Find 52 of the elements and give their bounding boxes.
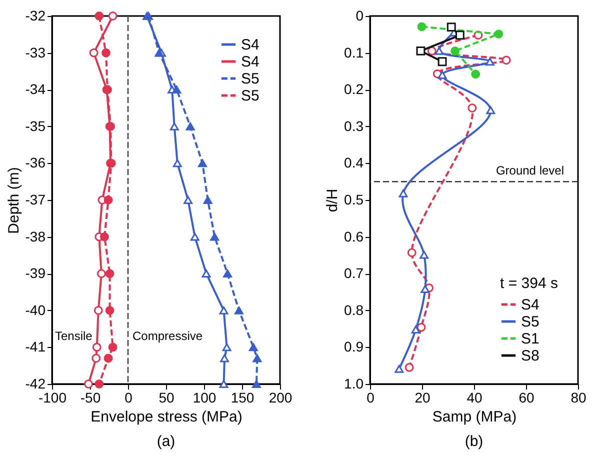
x-tick-label: 0	[124, 390, 133, 406]
y-tick-label: -41	[25, 338, 46, 355]
x-axis-title: Samp (MPa)	[432, 408, 517, 426]
y-tick-label: -40	[25, 302, 46, 318]
annotation: Compressive	[132, 329, 203, 344]
y-tick-label: 0.2	[344, 81, 364, 98]
legend-label: S5	[241, 70, 260, 88]
y-tick-label: 0.4	[344, 154, 364, 171]
x-tick-label: 20	[414, 390, 430, 406]
y-tick-label: 0.9	[344, 338, 364, 355]
y-tick-label: -35	[25, 118, 46, 134]
x-tick-label: 50	[158, 390, 174, 406]
y-tick-label: -42	[25, 376, 46, 392]
y-tick-label: -37	[25, 192, 46, 208]
y-tick-label: 0.5	[344, 192, 364, 208]
y-axis-title: Depth (m)	[5, 167, 22, 234]
legend-label: S5	[241, 88, 260, 104]
legend-label: S4	[241, 36, 260, 54]
y-tick-label: 0.1	[344, 44, 364, 60]
x-tick-label: 200	[268, 390, 292, 406]
x-axis-title: Envelope stress (MPa)	[90, 408, 242, 426]
y-tick-label: -32	[25, 8, 46, 24]
y-tick-label: 1.0	[344, 376, 364, 392]
y-tick-label: 0.3	[344, 118, 364, 134]
y-tick-label: 0.7	[344, 265, 364, 282]
x-tick-label: 40	[466, 390, 482, 406]
legend-label: S4	[521, 296, 540, 314]
y-tick-label: -33	[25, 44, 46, 60]
y-tick-label: -39	[25, 265, 46, 282]
legend-label: S4	[241, 54, 260, 70]
y-tick-label: 0.8	[344, 302, 364, 318]
x-tick-label: 100	[192, 390, 216, 406]
x-tick-label: -100	[38, 390, 67, 406]
y-tick-label: -34	[25, 81, 46, 98]
legend-label: S8	[521, 348, 540, 364]
text: (a)	[156, 433, 176, 450]
x-tick-label: 150	[230, 390, 254, 406]
legend-label: S1	[521, 330, 540, 348]
legend-title: t = 394 s	[500, 275, 558, 292]
x-tick-label: 80	[570, 390, 586, 406]
y-tick-label: 0	[356, 8, 364, 24]
ref-line-label: Ground level	[496, 164, 564, 178]
y-tick-label: -38	[25, 228, 46, 244]
x-tick-label: -50	[80, 390, 101, 406]
annotation: Tensile	[55, 329, 93, 344]
x-tick-label: 0	[366, 390, 375, 406]
y-axis-title: d/H	[324, 188, 342, 212]
legend-label: S5	[521, 314, 540, 330]
text: (b)	[464, 433, 484, 450]
y-tick-label: 0.6	[344, 228, 364, 244]
x-tick-label: 60	[518, 390, 534, 406]
y-tick-label: -36	[25, 154, 46, 171]
